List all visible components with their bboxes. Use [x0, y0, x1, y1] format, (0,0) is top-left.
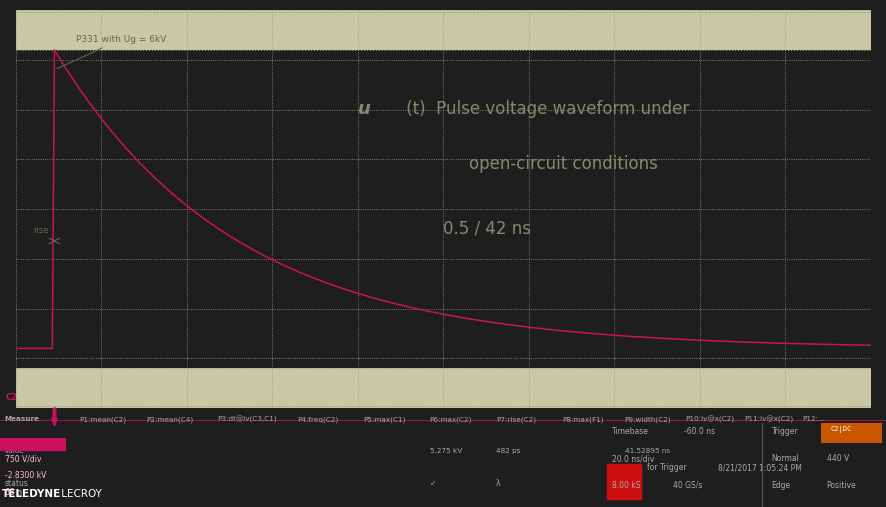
Text: for Trigger: for Trigger — [647, 463, 687, 473]
Text: P5:max(C1): P5:max(C1) — [363, 416, 406, 422]
FancyBboxPatch shape — [821, 421, 884, 443]
Text: Measure: Measure — [4, 416, 40, 422]
Text: P3:dt@lv(C3,C1): P3:dt@lv(C3,C1) — [217, 416, 276, 423]
Text: P10:lv@x(C2): P10:lv@x(C2) — [685, 416, 734, 423]
Bar — [16, 10, 871, 50]
Text: -60.0 ns: -60.0 ns — [684, 427, 715, 436]
Text: P2:mean(C4): P2:mean(C4) — [146, 416, 193, 422]
Text: Positive: Positive — [827, 481, 857, 490]
Text: C2: C2 — [5, 439, 18, 448]
Text: Waiting: Waiting — [610, 465, 640, 472]
Text: 0.5 / 42 ns: 0.5 / 42 ns — [443, 219, 532, 237]
Text: 5.275 kV: 5.275 kV — [430, 448, 462, 454]
Bar — [607, 464, 641, 499]
Text: 8/21/2017 1:05:24 PM: 8/21/2017 1:05:24 PM — [718, 463, 802, 473]
Text: TELEDYNE: TELEDYNE — [2, 489, 61, 499]
Text: P9:width(C2): P9:width(C2) — [625, 416, 672, 422]
Text: Edge: Edge — [772, 481, 791, 490]
Text: P8:max(F1): P8:max(F1) — [563, 416, 604, 422]
Text: open-circuit conditions: open-circuit conditions — [469, 155, 658, 173]
Text: (t)  Pulse voltage waveform under: (t) Pulse voltage waveform under — [400, 99, 689, 118]
Bar — [16, 368, 871, 408]
Text: 482 ps: 482 ps — [496, 448, 521, 454]
Text: 20.0 ns/div: 20.0 ns/div — [612, 454, 655, 463]
Bar — [0, 438, 66, 450]
Text: ✓: ✓ — [430, 479, 436, 488]
Text: P4:freq(C2): P4:freq(C2) — [297, 416, 338, 422]
Text: 750 V/div: 750 V/div — [5, 454, 42, 463]
Text: C2: C2 — [5, 393, 18, 402]
Text: P11:lv@x(C2): P11:lv@x(C2) — [744, 416, 793, 423]
Text: 8.00 kS: 8.00 kS — [612, 481, 641, 490]
Text: 440 V: 440 V — [827, 454, 849, 463]
Text: 63 n: 63 n — [5, 488, 22, 497]
Text: λ: λ — [496, 479, 501, 488]
Text: rise: rise — [33, 226, 49, 235]
Text: P331 with Ug = 6kV: P331 with Ug = 6kV — [57, 35, 167, 68]
Text: Trigger: Trigger — [772, 427, 798, 436]
Text: C2|DC: C2|DC — [831, 426, 852, 433]
Text: P1:mean(C2): P1:mean(C2) — [80, 416, 127, 422]
Text: LECROY: LECROY — [58, 489, 102, 499]
Text: u: u — [358, 99, 371, 118]
Text: Normal: Normal — [772, 454, 799, 463]
Text: P12:...: P12:... — [802, 416, 825, 422]
Text: A  S  C5: A S C5 — [25, 439, 52, 445]
Text: λ: λ — [625, 479, 629, 488]
Text: P6:max(C2): P6:max(C2) — [430, 416, 472, 422]
Text: P7:rise(C2): P7:rise(C2) — [496, 416, 536, 422]
Text: 41.52895 ns: 41.52895 ns — [625, 448, 670, 454]
Text: -2.8300 kV: -2.8300 kV — [5, 471, 47, 480]
Text: value: value — [4, 448, 24, 454]
Text: status: status — [4, 479, 28, 488]
Text: 40 GS/s: 40 GS/s — [672, 481, 703, 490]
Text: Timebase: Timebase — [612, 427, 649, 436]
